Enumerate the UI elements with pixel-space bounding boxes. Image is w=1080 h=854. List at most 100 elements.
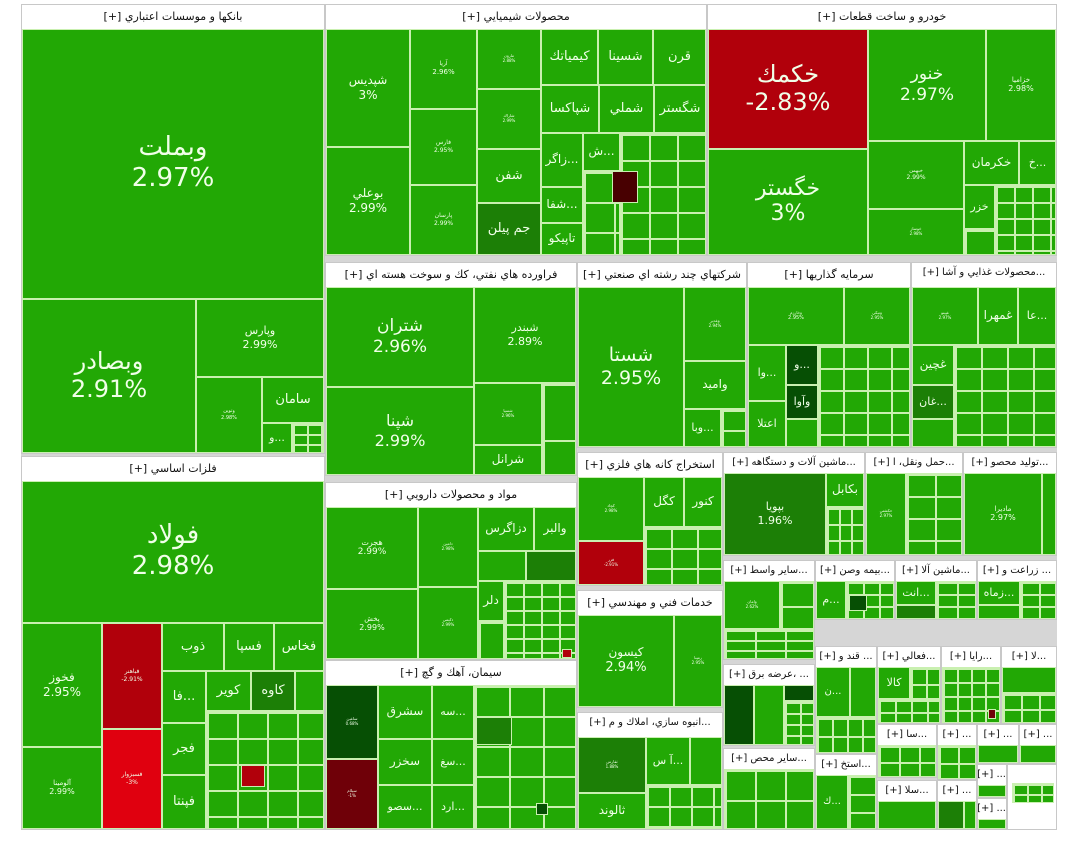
sector-title[interactable]: ...بيمه وصن [+] [816,561,894,581]
tile-shafan[interactable]: شفن [477,149,541,203]
tile-fbahonar[interactable]: فباهنر -2.91% [102,623,162,729]
sector-title[interactable]: ... [+] [938,725,976,745]
tile-small-very-dark[interactable] [849,595,867,611]
tile-khavsaz[interactable]: خوساز 2.98% [868,209,964,255]
tile-pakhsh[interactable]: پخش 2.99% [326,589,418,659]
sector-cement[interactable]: سيمان، آهك و گچ [+] ساغين 0.68% سيلام -1% … [325,660,577,830]
sector-title[interactable]: ... [+] [938,781,976,801]
tile-vbmellat[interactable]: وبملت 2.97% [22,29,324,299]
tile-zagros[interactable]: ...زاگر [541,133,583,187]
tile-fajr[interactable]: فجر [162,723,206,775]
sector-title[interactable]: ...محصولات غذايي و آشا [+] [912,263,1056,283]
tile-kimiatek[interactable]: كيمياتك [541,29,598,85]
tile-saghin[interactable]: ساغين 0.68% [326,685,378,759]
tile-vghadir[interactable]: وغدير 2.94% [684,287,746,361]
tile-ard[interactable]: ...ارد [432,785,474,829]
sector-construction[interactable]: ...انبوه سازي، املاك و م [+] ثفارس 1.88% … [577,712,723,830]
tile-fkhas[interactable]: فخاس [274,623,324,671]
sector-agriculture[interactable]: ... زراعت و [+] ...زماه [977,560,1057,620]
tile-as[interactable]: ...آ س [646,737,690,785]
sector-metal-mining[interactable]: استخراج كانه هاي فلزي [+] كچاد 2.98% فزر -… [577,452,723,586]
sector-title[interactable]: سيمان، آهك و گچ [+] [326,661,576,685]
sector-investments[interactable]: سرمايه گذاريها [+] وخارزم 2.95% ونيكي 2.95… [747,262,911,448]
sector-misc-1[interactable]: ... [+] [937,724,977,780]
sector-title[interactable]: ... [+] [978,799,1006,819]
tile-aria[interactable]: آريا 2.96% [410,29,477,109]
sector-insurance[interactable]: ...بيمه وصن [+] ...م [815,560,895,620]
sector-misc-3[interactable]: ... [+] [1019,724,1057,764]
tile-vava[interactable]: وآوا [786,385,818,419]
sector-machinery[interactable]: ...ماشين آلات و دستگاهه [+] بپويا 1.96% ب… [723,452,865,556]
tile-fa-ellipsis[interactable]: ...فا [162,671,206,723]
tile-se-ellipsis[interactable]: ...سه [432,685,474,739]
tile-small[interactable] [478,551,526,581]
tile-kchad[interactable]: كچاد 2.98% [578,477,644,541]
tile-small-negative[interactable] [562,649,572,658]
tile-small[interactable] [754,685,784,745]
sector-automotive[interactable]: خودرو و ساخت قطعات [+] خكمك -2.83% خگستر 3… [707,4,1057,256]
tile-a-ellipsis[interactable]: ...عا [1018,287,1056,345]
tile-ghan[interactable]: ...غان [912,385,954,419]
sector-pharma[interactable]: مواد و محصولات دارويي [+] هجرت 2.99% پخش 2… [325,482,577,660]
tile-shetran[interactable]: شتران 2.96% [326,287,474,387]
tile-kaveh[interactable]: كاوه [251,671,295,711]
sector-title[interactable]: ...استخ [+] [816,755,876,775]
tile-small-very-dark[interactable] [784,685,814,701]
tile-hejrat[interactable]: هجرت 2.99% [326,507,418,589]
tile-sharak[interactable]: شاراك 2.99% [477,89,541,149]
tile-khnoor[interactable]: خنور 2.97% [868,29,986,141]
tile-shafa[interactable]: ...شفا [541,187,583,223]
tile-ant[interactable]: ...انت [896,581,936,605]
sector-title[interactable]: ...حمل ونقل، ا [+] [866,453,962,473]
sector-title[interactable]: ... زراعت و [+] [978,561,1056,581]
tile-kgol[interactable]: كگل [644,477,684,527]
tile-dalar[interactable]: دلر [478,581,504,621]
tile-small[interactable] [1020,745,1056,763]
sector-other-financial[interactable]: ...ساير واسط [+] وامان 2.62% [723,560,815,660]
tile-zob[interactable]: ذوب [162,623,224,671]
tile-saman[interactable]: سامان [262,377,324,423]
tile-madira[interactable]: ماديرا 2.97% [964,473,1042,555]
sector-sugar[interactable]: ... قند و [+] ...ن [815,646,877,754]
tile-khakmak[interactable]: خكمك -2.83% [708,29,868,149]
sector-title[interactable]: ...سلا [+] [878,781,936,801]
sector-production[interactable]: ...توليد محصو [+] ماديرا 2.97% [963,452,1057,556]
tile-va-ellipsis[interactable]: ...وا [748,345,786,401]
tile-khkerman[interactable]: خكرمان [964,141,1019,185]
tile-shpna[interactable]: شپنا 2.99% [326,387,474,475]
tile-dkimi[interactable]: دكيمي 2.99% [418,587,478,659]
tile-jam-pilen[interactable]: جم پيلن [477,203,541,255]
sector-machinery-2[interactable]: ...ماشين آلا [+] ...انت [895,560,977,620]
sector-title[interactable]: ... [+] [978,765,1006,785]
tile-small[interactable] [1002,667,1056,693]
tile-small[interactable] [786,419,818,447]
tile-fsabzevar[interactable]: فسبزوار -3% [102,729,162,829]
tile-vniki[interactable]: ونيكي 2.95% [844,287,910,345]
tile-vbsader[interactable]: وبصادر 2.91% [22,299,196,453]
tile-shgostar[interactable]: شگستر [654,85,706,133]
sector-title[interactable]: ...انبوه سازي، املاك و م [+] [578,713,722,733]
tile-shpaksa[interactable]: شپاكسا [541,85,599,133]
tile-shsina[interactable]: شسينا [598,29,653,85]
sector-extraction[interactable]: ...استخ [+] ...ك [815,754,877,830]
sector-title[interactable]: خودرو و ساخت قطعات [+] [708,5,1056,29]
tile-booali[interactable]: بوعلي 2.99% [326,147,410,255]
tile-etela[interactable]: اعتلا [748,401,786,447]
tile-foolad[interactable]: فولاد 2.98% [22,481,324,623]
tile-v-ellipsis[interactable]: ...و [262,423,292,453]
tile-rmapna[interactable]: رمپنا 2.95% [674,615,722,707]
tile-small[interactable] [978,745,1018,763]
tile-dzagros[interactable]: دزاگرس [478,507,534,551]
sector-multi-industry[interactable]: شركتهاي چند رشته اي صنعتي [+] شستا 2.95% … [577,262,747,448]
tile-fazar[interactable]: فزر -2.91% [578,541,644,585]
sector-title[interactable]: سرمايه گذاريها [+] [748,263,910,287]
tile-parsan[interactable]: پارسان 2.99% [410,185,477,255]
sector-la[interactable]: ...لا [+] [1001,646,1057,724]
tile-small[interactable] [912,419,954,447]
sector-title[interactable]: محصولات شيميايي [+] [326,5,706,29]
tile-small-negative[interactable] [612,171,638,203]
tile-small-dark[interactable] [526,551,576,581]
tile-ssoufian[interactable]: ...سصو [378,785,432,829]
tile-shbandar[interactable]: شبندر 2.89% [474,287,576,383]
sector-title[interactable]: ... ،عرضه برق [+] [724,665,814,685]
